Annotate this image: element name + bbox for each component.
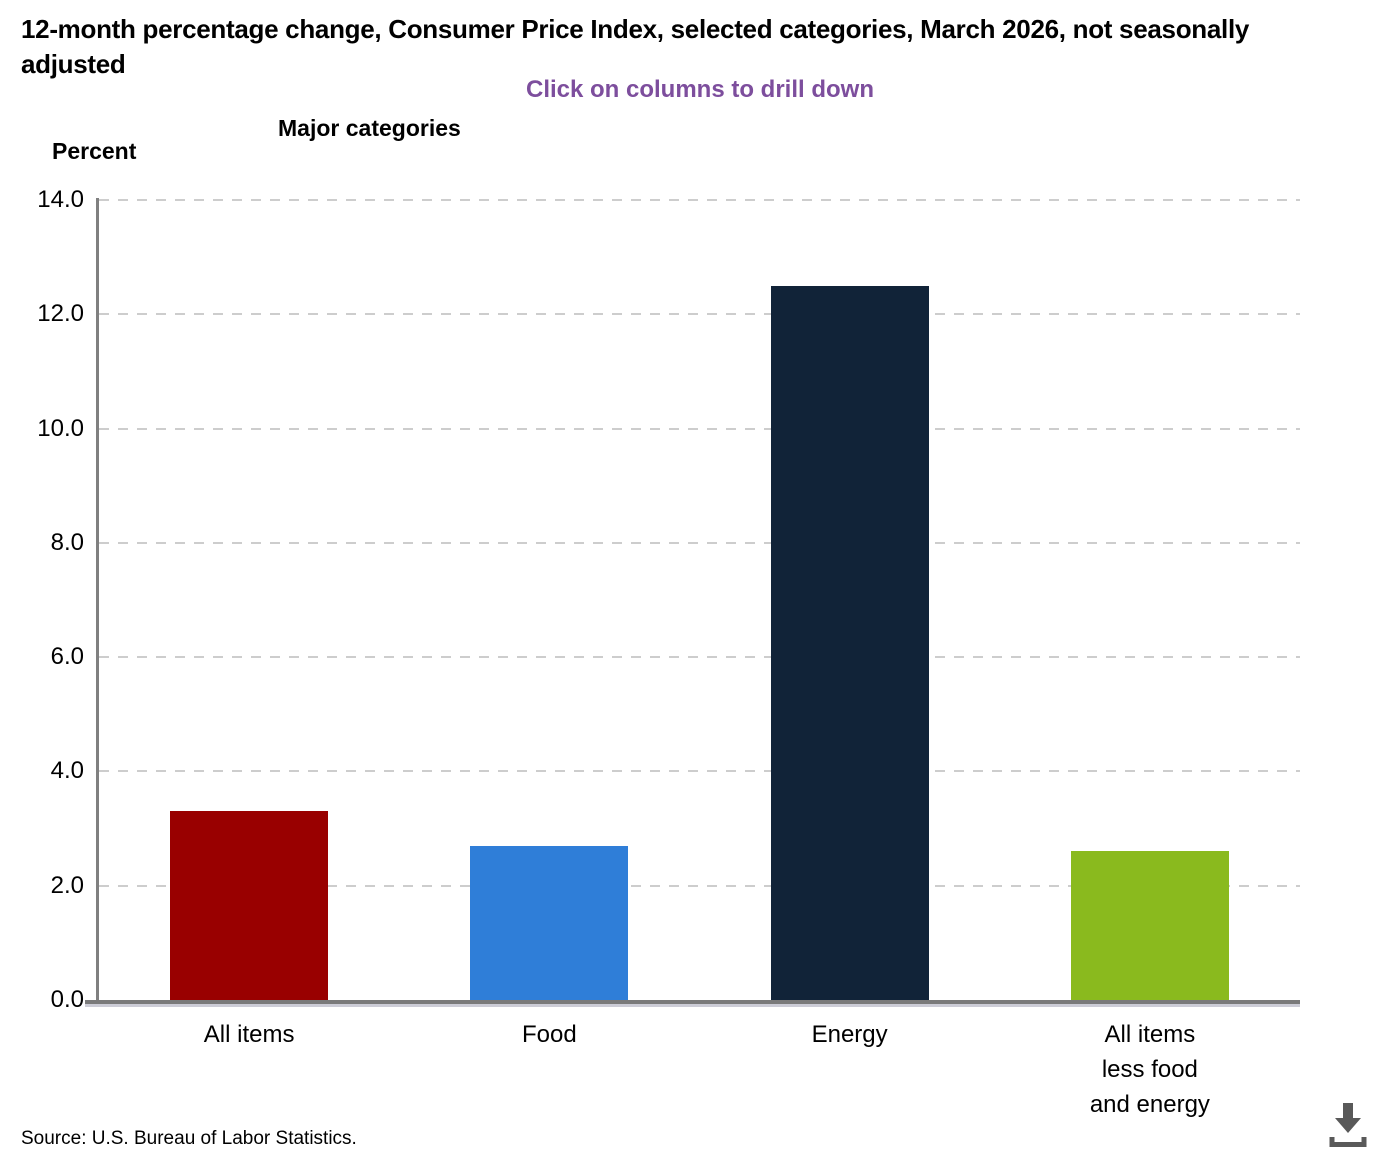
y-tick-label-14.0: 14.0 bbox=[37, 186, 84, 213]
y-tick-label-10.0: 10.0 bbox=[37, 414, 84, 442]
download-icon bbox=[1329, 1103, 1367, 1147]
x-axis-baseline bbox=[85, 1000, 1300, 1004]
gridline-6.0 bbox=[99, 656, 1300, 659]
source-text: Source: U.S. Bureau of Labor Statistics. bbox=[21, 1128, 357, 1149]
bar-food[interactable] bbox=[470, 845, 629, 1000]
bar-all-items[interactable] bbox=[170, 811, 329, 1000]
gridline-12.0 bbox=[99, 313, 1300, 316]
y-tick-label-4.0: 4.0 bbox=[50, 757, 84, 785]
download-button[interactable] bbox=[1326, 1096, 1370, 1148]
bar-energy[interactable] bbox=[770, 285, 929, 1000]
y-tick-label-8.0: 8.0 bbox=[50, 528, 84, 556]
gridline-10.0 bbox=[99, 427, 1300, 430]
y-tick-label-12.0: 12.0 bbox=[37, 300, 84, 328]
gridline-4.0 bbox=[99, 770, 1300, 773]
bar-all-items-less-food-and-energy[interactable] bbox=[1070, 851, 1229, 1000]
x-tick-label-all-items: All items bbox=[203, 1021, 295, 1048]
plot-area: 0.0 2.0 4.0 6.0 8.0 10.0 12.0 14.0 All items Food… bbox=[37, 186, 1300, 1118]
gridline-14.0 bbox=[99, 199, 1300, 201]
y-tick-label-2.0: 2.0 bbox=[50, 871, 84, 899]
section-label: Major categories bbox=[278, 115, 461, 141]
x-tick-label-energy: Energy bbox=[811, 1021, 888, 1048]
drilldown-hint: Click on columns to drill down bbox=[525, 76, 874, 103]
gridline-2.0 bbox=[99, 884, 1300, 887]
y-axis-line bbox=[96, 198, 99, 1005]
y-tick-label-0.0: 0.0 bbox=[50, 986, 84, 1013]
x-tick-label-all-items-less-food-and-energy: All items less food and energy bbox=[1089, 1021, 1210, 1118]
y-tick-label-6.0: 6.0 bbox=[50, 643, 84, 671]
y-axis-title: Percent bbox=[52, 138, 137, 164]
x-tick-label-food: Food bbox=[522, 1021, 577, 1048]
gridline-8.0 bbox=[99, 541, 1300, 544]
chart-title: 12-month percentage change, Consumer Pri… bbox=[21, 14, 1250, 79]
